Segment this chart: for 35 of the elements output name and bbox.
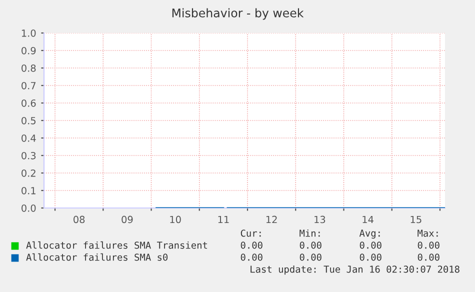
text: 0.00: [240, 242, 262, 249]
text: Min:: [300, 229, 320, 237]
x-tick-label: 12: [266, 216, 277, 224]
x-tick-label: 14: [362, 216, 374, 224]
x-tick-label: 09: [122, 216, 133, 224]
x-tick-label: 08: [74, 216, 85, 224]
text: Last update: Tue Jan 16 02:30:07 2018: [250, 265, 460, 275]
text: 0.00: [300, 254, 322, 261]
y-tick-label: 0.4: [22, 134, 36, 142]
y-tick-label: 0.6: [22, 99, 36, 107]
text: 0.00: [240, 254, 262, 261]
text: 0.00: [418, 242, 440, 249]
y-tick-label: 0.1: [22, 186, 36, 194]
y-tick-label: 0.2: [22, 169, 36, 177]
x-tick-label: 11: [218, 216, 229, 224]
legend-label: Allocator failures SMA s0: [26, 253, 168, 261]
text: Cur:: [240, 230, 261, 237]
x-tick-label: 13: [314, 216, 326, 224]
chart-title: Misbehavior - by week: [172, 8, 304, 20]
y-tick-label: 0.3: [22, 152, 36, 160]
y-tick-label: 0.7: [22, 82, 36, 90]
text: Avg:: [359, 230, 380, 239]
text: 0.00: [360, 254, 382, 261]
legend-label: Allocator failures SMA Transient: [26, 241, 208, 249]
y-tick-label: 0.8: [22, 64, 36, 72]
y-tick-label: 1.0: [22, 29, 36, 37]
text: 0.00: [418, 254, 440, 261]
y-tick-label: 0.5: [22, 116, 36, 124]
text: Max:: [418, 230, 438, 237]
y-tick-label: 0.9: [22, 46, 36, 54]
text: 0.00: [300, 242, 322, 249]
x-tick-label: 10: [170, 216, 181, 224]
y-tick-label: 0.0: [22, 204, 36, 212]
x-tick-label: 15: [410, 216, 422, 224]
text: 0.00: [360, 242, 382, 249]
